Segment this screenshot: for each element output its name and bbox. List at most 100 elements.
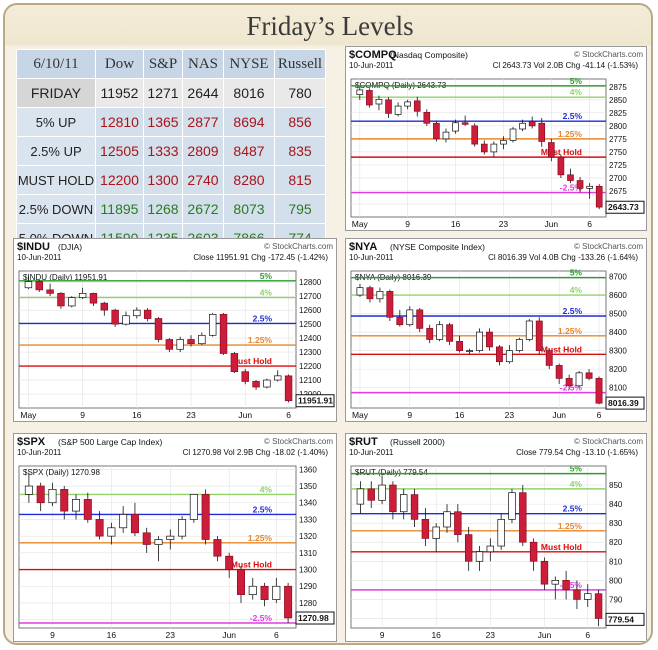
last-price-label: 779.54 bbox=[608, 614, 634, 624]
chart-symbol: $RUT bbox=[349, 436, 378, 448]
y-tick-label: 1360 bbox=[299, 465, 317, 474]
x-tick-label: Jun bbox=[538, 630, 552, 640]
table-cell: 1268 bbox=[143, 194, 183, 224]
compq-svg: $COMPQ(Nasdaq Composite) © StockCharts.co… bbox=[349, 49, 645, 229]
candle-body bbox=[263, 379, 271, 388]
last-price-box bbox=[605, 396, 645, 410]
table-cell: 856 bbox=[274, 107, 326, 137]
row-label: MUST HOLD bbox=[16, 165, 96, 195]
candle-body bbox=[366, 287, 374, 300]
table-date-cell: 6/10/11 bbox=[16, 49, 96, 79]
candle-body bbox=[515, 339, 523, 351]
candle-body bbox=[78, 293, 87, 298]
x-tick-label: 16 bbox=[107, 630, 117, 640]
candle-body bbox=[356, 89, 364, 95]
candle-body bbox=[375, 98, 383, 105]
candle-body bbox=[529, 541, 538, 562]
table-cell: 795 bbox=[274, 194, 326, 224]
level-label: 5% bbox=[260, 271, 273, 281]
candle-body bbox=[573, 589, 581, 600]
plot-area bbox=[350, 78, 607, 218]
candle-body bbox=[219, 313, 228, 354]
level-label: Must Hold bbox=[541, 344, 582, 354]
y-tick-label: 12800 bbox=[299, 278, 322, 287]
y-tick-label: 12600 bbox=[299, 306, 322, 315]
candle-body bbox=[413, 100, 421, 112]
candle-body bbox=[505, 350, 513, 363]
candle-body bbox=[464, 534, 473, 562]
col-header: Dow bbox=[95, 49, 144, 79]
rut-chart: $RUT (Russell 2000) © StockCharts.com 10-Ju… bbox=[345, 433, 647, 642]
candle-body bbox=[585, 372, 593, 379]
candle-body bbox=[480, 143, 488, 153]
level-label: -2.5% bbox=[250, 613, 273, 623]
candle-body bbox=[421, 519, 430, 539]
col-header: S&P bbox=[143, 49, 183, 79]
y-tick-label: 8100 bbox=[609, 384, 627, 393]
levels-table: 6/10/11 Dow S&P NAS NYSE Russell FRIDAY 1… bbox=[16, 49, 326, 253]
candle-body bbox=[471, 125, 479, 145]
page-title: Friday’s Levels bbox=[246, 11, 414, 41]
y-tick-label: 8600 bbox=[609, 291, 627, 300]
brand-text: © StockCharts.com bbox=[574, 242, 643, 251]
chart-legend: $INDU (Daily) 11951.91 bbox=[23, 273, 108, 282]
chart-date: 10-Jun-2011 bbox=[349, 61, 394, 70]
table-cell: 1333 bbox=[143, 136, 183, 166]
level-label: -2.5% bbox=[560, 383, 583, 393]
table-row: 2.5% UP 12505 1333 2809 8487 835 bbox=[16, 136, 326, 166]
y-tick-label: 790 bbox=[609, 595, 623, 604]
level-label: 4% bbox=[570, 87, 583, 97]
candle-body bbox=[68, 297, 76, 307]
y-tick-label: 850 bbox=[609, 481, 623, 490]
level-label: -2.5% bbox=[560, 580, 583, 590]
candle-body bbox=[178, 519, 187, 537]
x-tick-label: Jun bbox=[552, 410, 566, 420]
candle-body bbox=[461, 122, 469, 125]
table-cell: 2809 bbox=[182, 136, 224, 166]
candle-body bbox=[133, 309, 141, 317]
x-tick-label: Jun bbox=[238, 410, 252, 420]
candle-body bbox=[201, 494, 210, 540]
x-tick-label: Jun bbox=[544, 219, 558, 229]
table-cell: 12810 bbox=[95, 107, 144, 137]
level-label: 1.25% bbox=[558, 326, 583, 336]
candle-body bbox=[272, 585, 281, 600]
candle-body bbox=[538, 122, 546, 142]
candle-body bbox=[594, 593, 603, 619]
candle-body bbox=[416, 309, 424, 329]
candle-body bbox=[396, 316, 404, 326]
last-price-label: 1270.98 bbox=[298, 613, 329, 623]
candle-body bbox=[230, 353, 239, 373]
y-tick-label: 2775 bbox=[609, 135, 627, 144]
x-tick-label: 9 bbox=[80, 410, 85, 420]
candle-body bbox=[89, 293, 98, 304]
chart-symbol: $SPX bbox=[17, 436, 46, 448]
brand-text: © StockCharts.com bbox=[264, 242, 333, 251]
x-tick-label: 6 bbox=[286, 410, 291, 420]
candle-body bbox=[225, 555, 234, 570]
candle-body bbox=[143, 309, 152, 319]
candle-body bbox=[497, 519, 505, 547]
y-tick-label: 1320 bbox=[299, 532, 317, 541]
candle-body bbox=[432, 526, 440, 539]
candle-body bbox=[376, 291, 384, 300]
col-header: NYSE bbox=[223, 49, 275, 79]
candle-body bbox=[426, 328, 434, 340]
candle-body bbox=[442, 131, 450, 140]
candle-body bbox=[260, 585, 269, 600]
table-cell: 780 bbox=[274, 78, 326, 108]
candle-body bbox=[500, 140, 507, 145]
spx-chart: $SPX (S&P 500 Large Cap Index) © StockChar… bbox=[13, 433, 337, 642]
x-tick-label: 9 bbox=[407, 410, 412, 420]
chart-name: (Nasdaq Composite) bbox=[390, 50, 468, 60]
chart-name: (NYSE Composite Index) bbox=[390, 242, 485, 252]
table-cell: 1271 bbox=[143, 78, 183, 108]
level-label: 4% bbox=[570, 285, 583, 295]
candle-body bbox=[111, 309, 119, 325]
candle-body bbox=[576, 180, 584, 189]
level-label: Must Hold bbox=[541, 147, 582, 157]
chart-date: 10-Jun-2011 bbox=[349, 253, 394, 262]
level-label: 1.25% bbox=[248, 335, 273, 345]
level-label: 5% bbox=[570, 464, 583, 474]
level-label: Must Hold bbox=[231, 356, 272, 366]
